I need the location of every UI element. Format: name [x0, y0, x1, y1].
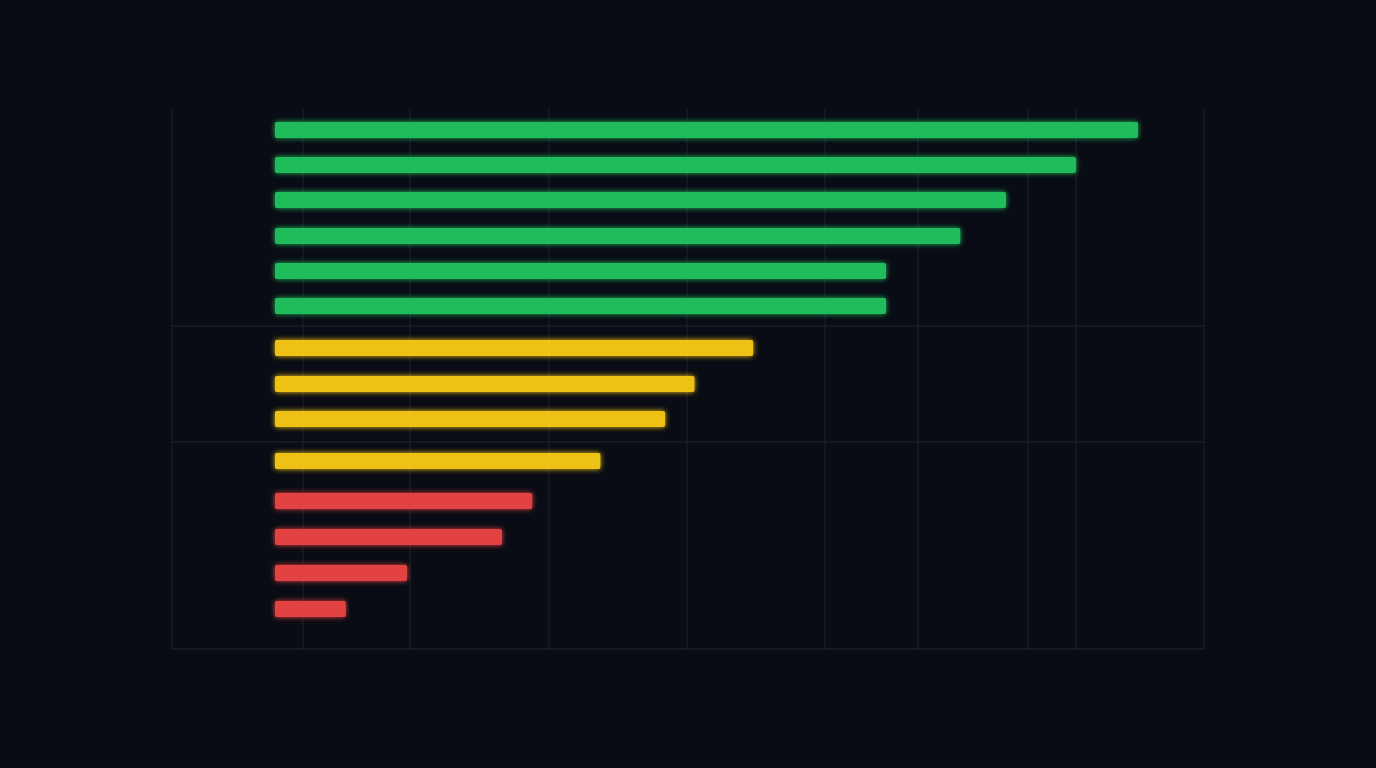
bar-11: [275, 493, 533, 509]
bars: [275, 122, 1138, 617]
bar-6: [275, 298, 887, 314]
bar-7: [275, 340, 754, 356]
bar-5: [275, 263, 887, 279]
bar-13: [275, 565, 408, 581]
bar-3: [275, 192, 1006, 208]
bar-10: [275, 453, 601, 469]
bar-1: [275, 122, 1138, 138]
bar-2: [275, 157, 1076, 173]
bar-4: [275, 228, 961, 244]
bar-12: [275, 529, 502, 545]
bar-8: [275, 376, 695, 392]
bar-14: [275, 601, 346, 617]
bar-9: [275, 411, 666, 427]
